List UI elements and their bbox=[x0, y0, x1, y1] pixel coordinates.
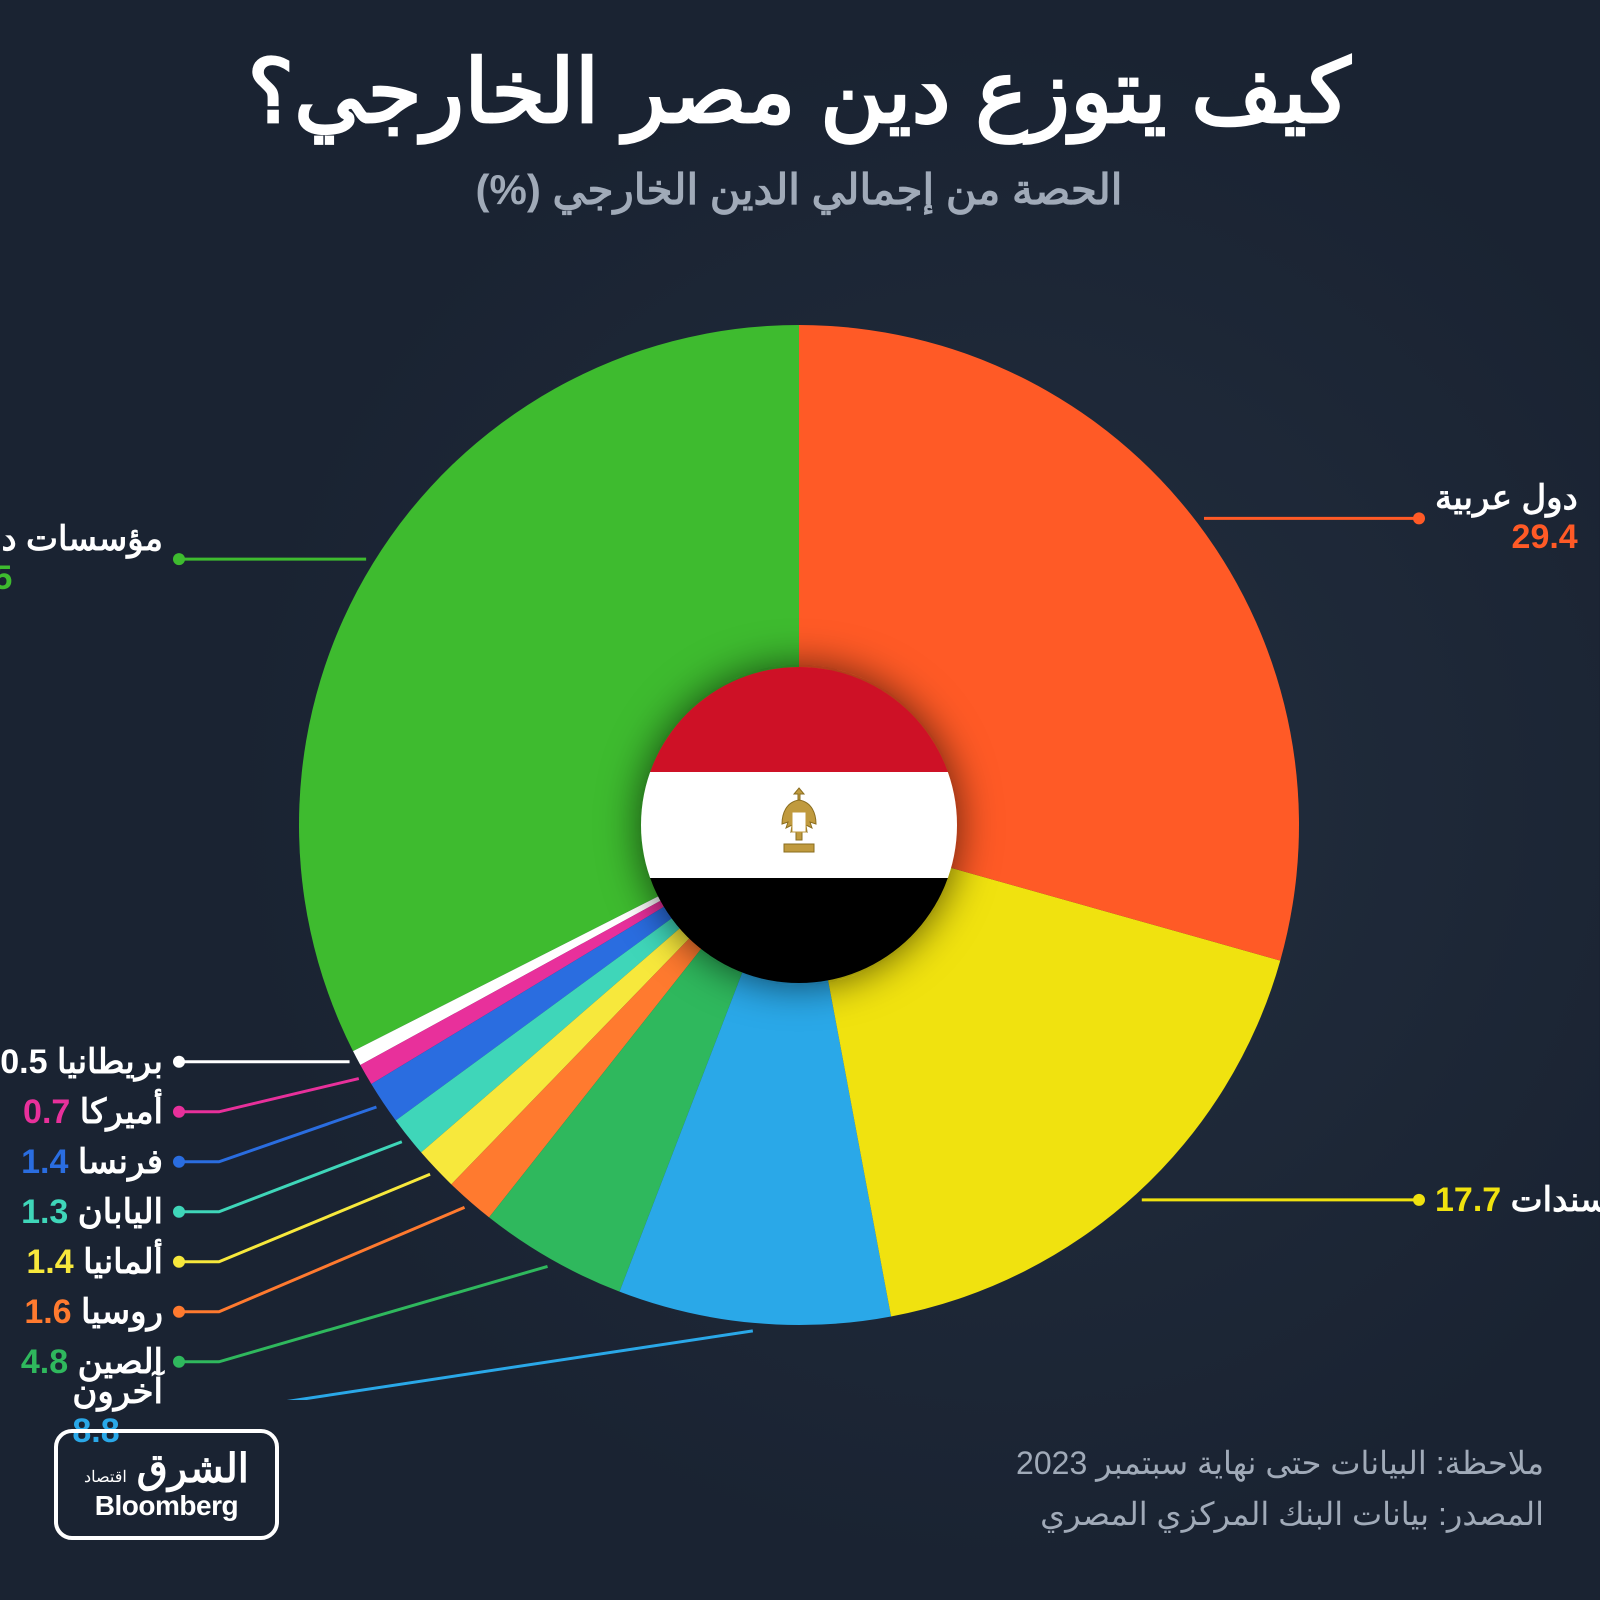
leader-line bbox=[180, 1266, 549, 1361]
slice-label: اليابان 1.3 bbox=[22, 1192, 164, 1232]
slice-label: أميركا 0.7 bbox=[24, 1092, 164, 1132]
leader-dot bbox=[1414, 1194, 1426, 1206]
flag-black-stripe bbox=[642, 878, 958, 983]
note-line-1: ملاحظة: البيانات حتى نهاية سبتمبر 2023 bbox=[1017, 1438, 1545, 1489]
flag-white-stripe bbox=[642, 772, 958, 877]
page-subtitle: الحصة من إجمالي الدين الخارجي (%) bbox=[0, 165, 1600, 214]
leader-dot bbox=[1414, 512, 1426, 524]
leader-dot bbox=[174, 1256, 186, 1268]
slice-label: سندات 17.7 bbox=[1436, 1180, 1600, 1220]
flag-red-stripe bbox=[642, 667, 958, 772]
leader-dot bbox=[174, 1356, 186, 1368]
leader-dot bbox=[174, 1106, 186, 1118]
slice-label: مؤسسات دولية32.5 bbox=[0, 519, 164, 598]
leader-dot bbox=[174, 1206, 186, 1218]
leader-line bbox=[180, 1331, 754, 1400]
leader-dot bbox=[174, 1306, 186, 1318]
leader-dot bbox=[174, 1056, 186, 1068]
slice-label: فرنسا 1.4 bbox=[22, 1142, 164, 1182]
pie-chart: مؤسسات دولية32.5 بريطانيا 0.5 أميركا 0.7 فر… bbox=[0, 250, 1600, 1400]
slice-label: روسيا 1.6 bbox=[25, 1292, 164, 1332]
leader-dot bbox=[174, 1156, 186, 1168]
leader-line bbox=[180, 1107, 377, 1162]
slice-label: دول عربية29.4 bbox=[1436, 478, 1579, 557]
leader-dot bbox=[174, 553, 186, 565]
footer-notes: ملاحظة: البيانات حتى نهاية سبتمبر 2023 ا… bbox=[1017, 1438, 1545, 1540]
note-line-2: المصدر: بيانات البنك المركزي المصري bbox=[1017, 1489, 1545, 1540]
leader-line bbox=[180, 1174, 431, 1262]
page-title: كيف يتوزع دين مصر الخارجي؟ bbox=[0, 40, 1600, 143]
eagle-of-saladin-icon bbox=[765, 780, 835, 870]
logo-arabic: الشرق bbox=[138, 1447, 250, 1491]
slice-label: ألمانيا 1.4 bbox=[27, 1242, 164, 1282]
logo-english: Bloomberg bbox=[85, 1491, 250, 1522]
slice-label: بريطانيا 0.5 bbox=[1, 1042, 164, 1082]
logo-sub: اقتصاد bbox=[85, 1469, 128, 1487]
leader-line bbox=[180, 1079, 360, 1112]
egypt-flag-icon bbox=[640, 665, 960, 985]
brand-logo: الشرق اقتصاد Bloomberg bbox=[55, 1429, 280, 1540]
